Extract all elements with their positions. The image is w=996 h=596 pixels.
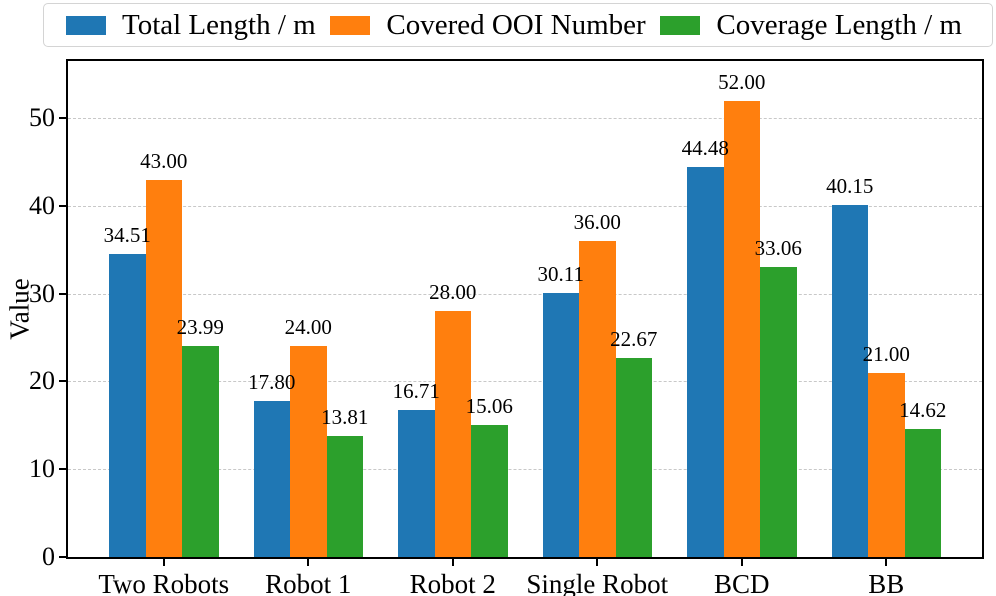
bar-value-label: 14.62	[899, 397, 947, 422]
bar: 36.00	[574, 211, 621, 557]
bar-value-label: 36.00	[573, 209, 621, 234]
x-tick-label: BB	[868, 569, 905, 596]
bar-value-label: 15.06	[465, 393, 513, 418]
bar: 22.67	[610, 329, 657, 557]
legend: Total Length / m Covered OOI Number Cove…	[43, 3, 993, 47]
bar: 21.00	[863, 343, 910, 557]
bar-value-label: 23.99	[176, 315, 224, 340]
legend-swatch-coverage-length-icon	[660, 15, 701, 35]
y-tick-label-40: 40	[29, 190, 55, 220]
y-tick-mark-0	[59, 556, 66, 558]
gridline-y-30	[68, 293, 982, 295]
bar-value-label: 33.06	[754, 235, 802, 260]
bar-value-label: 44.48	[681, 135, 729, 160]
x-tick-label: Robot 2	[409, 569, 496, 596]
x-tick-mark	[162, 557, 165, 566]
y-tick-mark-50	[59, 117, 66, 120]
bar-value-label: 28.00	[429, 280, 477, 305]
bar-value-label: 13.81	[321, 404, 369, 429]
bar-group-single-robot: 30.11 36.00 22.67 Single Robot	[526, 61, 668, 596]
bar-value-label: 24.00	[284, 315, 332, 340]
bar: 33.06	[755, 237, 802, 557]
bar: 14.62	[899, 399, 946, 557]
y-tick-label-0: 0	[42, 542, 55, 571]
bar: 23.99	[177, 317, 224, 557]
bar-group-bcd: 44.48 52.00 33.06 BCD	[682, 61, 802, 596]
bar: 24.00	[285, 317, 332, 557]
x-tick-mark	[885, 557, 888, 566]
bar-group-bb: 40.15 21.00 14.62 BB	[826, 61, 946, 596]
bar: 28.00	[429, 282, 476, 557]
y-tick-label-10: 10	[29, 454, 55, 484]
x-tick-label: Single Robot	[526, 569, 669, 596]
bar: 16.71	[393, 381, 440, 557]
x-tick-mark	[451, 557, 454, 566]
y-tick-mark-10	[59, 468, 66, 471]
y-tick-mark-20	[59, 380, 66, 383]
legend-swatch-total-length-icon	[66, 15, 106, 35]
bar-group-two-robots: 34.51 43.00 23.99 Two Robots	[98, 61, 229, 596]
legend-label-coverage-length: Coverage Length / m	[716, 8, 962, 41]
x-tick-mark	[307, 557, 310, 566]
bar-value-label: 16.71	[392, 379, 440, 404]
bar-value-label: 43.00	[140, 148, 188, 173]
bar-value-label: 21.00	[862, 341, 910, 366]
x-tick-label: Two Robots	[98, 569, 230, 596]
gridline-y-40	[68, 205, 982, 207]
legend-item-covered-ooi: Covered OOI Number	[330, 8, 646, 41]
bar: 15.06	[466, 395, 513, 557]
plot-area: 0 10 20 30 40 50 34.51 43.00 23.99 Two Robots 17.8…	[29, 59, 984, 596]
legend-swatch-covered-ooi-icon	[330, 15, 371, 35]
bar: 34.51	[104, 225, 151, 557]
bar-value-label: 17.80	[248, 369, 296, 394]
x-tick-label: Robot 1	[265, 569, 352, 596]
bar: 17.80	[248, 371, 295, 557]
legend-item-coverage-length: Coverage Length / m	[660, 8, 962, 41]
bar: 43.00	[140, 150, 187, 557]
y-tick-mark-40	[59, 204, 66, 207]
bar-value-label: 30.11	[537, 261, 584, 286]
legend-label-covered-ooi: Covered OOI Number	[386, 8, 646, 41]
x-tick-mark	[596, 557, 599, 566]
y-tick-label-20: 20	[29, 366, 55, 396]
bar-value-label: 52.00	[718, 69, 766, 94]
bar-group-robot-2: 16.71 28.00 15.06 Robot 2	[393, 61, 513, 596]
y-tick-label-30: 30	[29, 278, 55, 308]
gridline-y-50	[68, 118, 982, 120]
bar-value-label: 40.15	[826, 173, 874, 198]
bar-group-robot-1: 17.80 24.00 13.81 Robot 1	[248, 61, 368, 596]
x-tick-label: BCD	[713, 569, 770, 596]
bar: 30.11	[538, 263, 584, 557]
legend-label-total-length: Total Length / m	[122, 8, 316, 41]
gridline-y-10	[68, 469, 982, 471]
bar-value-label: 34.51	[103, 223, 151, 248]
bar: 13.81	[321, 406, 368, 557]
bar-value-label: 22.67	[610, 327, 658, 351]
gridline-y-20	[68, 381, 982, 383]
bar-groups: 34.51 43.00 23.99 Two Robots 17.80 24.00 13.81…	[68, 61, 982, 596]
bar: 40.15	[826, 175, 873, 557]
y-tick-label-50: 50	[29, 103, 55, 133]
y-tick-mark-30	[59, 292, 66, 295]
x-tick-mark	[740, 557, 743, 566]
bar: 52.00	[718, 71, 765, 557]
legend-item-total-length: Total Length / m	[66, 8, 316, 41]
bar: 44.48	[682, 137, 729, 557]
